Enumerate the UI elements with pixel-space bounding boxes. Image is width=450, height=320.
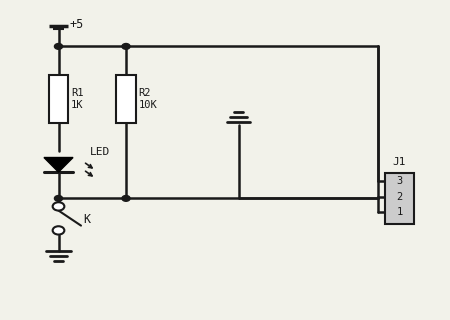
Circle shape (54, 196, 63, 201)
Circle shape (53, 202, 64, 211)
Text: +5: +5 (70, 18, 84, 31)
Polygon shape (44, 157, 73, 172)
Text: LED: LED (90, 147, 110, 157)
Text: K: K (83, 213, 90, 226)
Text: R2
10K: R2 10K (139, 88, 158, 110)
Text: R1
1K: R1 1K (71, 88, 84, 110)
Bar (49, 75, 68, 123)
Circle shape (122, 44, 130, 49)
Text: J1: J1 (392, 157, 406, 167)
Text: 1: 1 (396, 207, 402, 217)
Circle shape (122, 196, 130, 201)
Bar (385, 173, 414, 224)
Circle shape (53, 226, 64, 235)
Circle shape (54, 44, 63, 49)
Bar (116, 75, 136, 123)
Text: 3: 3 (396, 176, 402, 187)
Text: 2: 2 (396, 192, 402, 202)
